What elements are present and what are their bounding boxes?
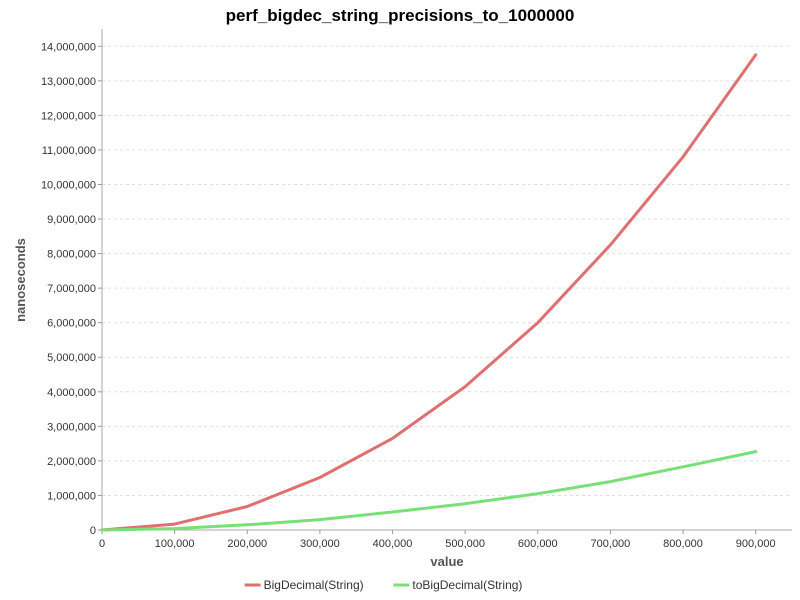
y-tick-label: 1,000,000 (47, 490, 96, 502)
x-tick-label: 500,000 (445, 538, 485, 550)
y-tick-label: 4,000,000 (47, 387, 96, 399)
axes (101, 29, 792, 531)
y-tick-label: 3,000,000 (47, 421, 96, 433)
grid (102, 45, 792, 496)
y-tick-label: 12,000,000 (41, 110, 96, 122)
y-tick-label: 6,000,000 (47, 318, 96, 330)
y-tick-label: 8,000,000 (47, 249, 96, 261)
y-tick-label: 11,000,000 (42, 145, 96, 157)
series-line-2 (100, 450, 758, 532)
y-axis-ticks: 0 1,000,000 2,000,000 3,000,000 4,000,000 5,0… (41, 41, 102, 537)
x-tick-label: 0 (99, 538, 105, 550)
x-tick-label: 700,000 (591, 538, 631, 550)
y-tick-label: 14,000,000 (41, 41, 96, 53)
y-tick-label: 10,000,000 (41, 179, 96, 191)
x-tick-label: 200,000 (227, 538, 267, 550)
y-tick-label: 2,000,000 (47, 456, 96, 468)
x-tick-label: 300,000 (300, 538, 340, 550)
x-axis-ticks: 0 100,000 200,000 300,000 400,000 500,000 600,… (99, 530, 776, 550)
series (100, 53, 758, 532)
x-tick-label: 100,000 (155, 538, 195, 550)
chart-title: perf_bigdec_string_precisions_to_1000000 (226, 6, 575, 25)
y-axis-label: nanoseconds (13, 238, 28, 322)
x-tick-label: 400,000 (373, 538, 413, 550)
x-tick-label: 600,000 (518, 538, 558, 550)
x-tick-label: 900,000 (736, 538, 776, 550)
y-tick-label: 7,000,000 (47, 283, 96, 295)
legend-label-2: toBigDecimal(String) (412, 578, 522, 592)
y-tick-label: 9,000,000 (47, 214, 96, 226)
legend-label-1: BigDecimal(String) (264, 578, 364, 592)
x-axis-label: value (430, 554, 463, 569)
y-tick-label: 5,000,000 (47, 352, 96, 364)
y-tick-label: 0 (90, 525, 96, 537)
series-line-1 (100, 53, 758, 532)
legend: BigDecimal(String) toBigDecimal(String) (244, 578, 522, 592)
y-tick-label: 13,000,000 (41, 76, 96, 88)
x-tick-label: 800,000 (663, 538, 703, 550)
